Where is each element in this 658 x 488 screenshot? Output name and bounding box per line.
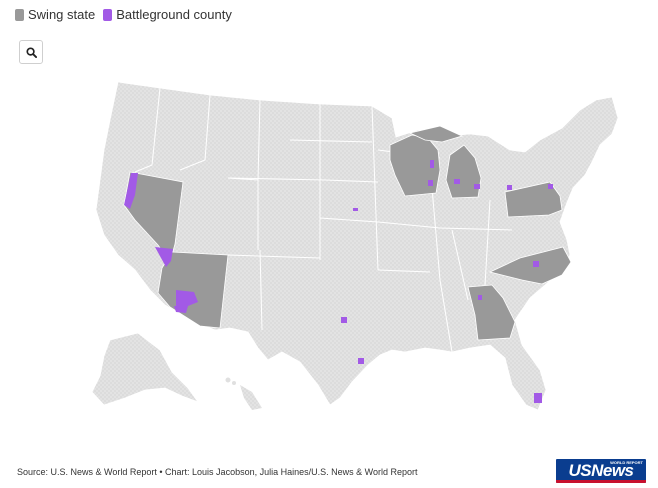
county-kent-mi <box>454 179 460 184</box>
county-clark-nv <box>155 247 173 267</box>
county-gwinnett-ga <box>478 295 482 300</box>
zoom-button[interactable] <box>19 40 43 64</box>
state-boundaries <box>134 87 513 353</box>
legend: Swing state Battleground county <box>15 7 234 22</box>
logo-stripe <box>556 480 646 483</box>
legend-item-battleground-county[interactable]: Battleground county <box>103 7 232 22</box>
search-icon <box>25 46 37 58</box>
county-harris-tx <box>358 358 364 364</box>
legend-label-battleground-county: Battleground county <box>116 7 232 22</box>
legend-label-swing-state: Swing state <box>28 7 96 22</box>
county-miami-dade-fl <box>534 393 542 403</box>
county-brown-wi <box>430 160 434 168</box>
source-credit: Source: U.S. News & World Report • Chart… <box>17 467 418 477</box>
county-pima-az <box>174 306 188 313</box>
state-north-carolina <box>488 246 572 285</box>
alaska <box>91 332 200 406</box>
legend-item-swing-state[interactable]: Swing state <box>15 7 95 22</box>
swing-state-swatch <box>15 8 24 21</box>
state-michigan-upper <box>408 125 464 143</box>
usnews-logo[interactable]: USNews WORLD REPORT <box>556 459 646 483</box>
us-map <box>91 81 619 411</box>
county-lehigh-pa <box>548 184 553 189</box>
county-dane-wi <box>428 180 433 186</box>
county-erie-pa <box>507 185 512 190</box>
county-maricopa-az <box>176 290 198 306</box>
county-ne <box>353 208 358 211</box>
logo-tagline: WORLD REPORT <box>610 460 643 465</box>
battleground-county-swatch <box>103 8 113 21</box>
county-tarrant-tx <box>341 317 347 323</box>
county-washoe-nv <box>124 173 138 209</box>
county-oakland-mi <box>474 184 480 189</box>
logo-text: USNews <box>568 461 634 480</box>
hawaii <box>240 385 262 410</box>
county-wake-nc <box>533 261 539 267</box>
state-pennsylvania <box>504 181 563 218</box>
